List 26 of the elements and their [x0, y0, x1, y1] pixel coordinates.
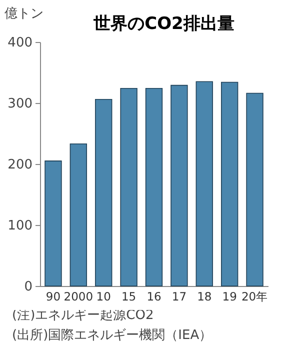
y-tick-label: 0 — [24, 280, 32, 294]
x-tick-label: 20年 — [241, 290, 268, 304]
bar — [246, 92, 264, 286]
y-tick-label: 400 — [8, 36, 32, 50]
x-tick-label: 19 — [222, 290, 237, 304]
x-tick-label: 10 — [96, 290, 111, 304]
bar — [70, 143, 88, 286]
x-tick-label: 15 — [121, 290, 136, 304]
bar — [95, 98, 112, 286]
bar — [196, 81, 213, 286]
x-tick-label: 2000 — [64, 290, 94, 304]
text: (出所)国際エネルギー機関（IEA） — [12, 327, 214, 345]
bar — [120, 88, 138, 286]
y-tick-label: 300 — [8, 96, 32, 112]
x-tick-label: 18 — [197, 290, 212, 304]
chart-title: 世界のCO2排出量 — [92, 14, 234, 34]
x-tick-label: 16 — [146, 290, 162, 304]
y-tick-label: 100 — [8, 218, 32, 234]
bar — [44, 160, 62, 286]
bar — [170, 84, 188, 286]
y-axis-title: 億トン — [4, 6, 44, 22]
x-tick-label: 90 — [46, 290, 61, 304]
y-tick-label: 200 — [8, 158, 32, 172]
bar — [145, 88, 163, 286]
x-tick-label: 17 — [172, 290, 187, 304]
bar — [220, 82, 238, 286]
